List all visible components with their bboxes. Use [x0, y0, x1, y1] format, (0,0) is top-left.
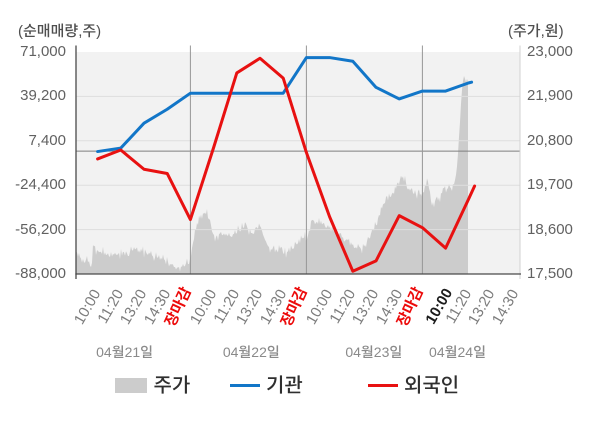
- right-axis-tick-label: 18,600: [527, 220, 573, 238]
- left-axis-tick-label: 39,200: [20, 87, 66, 105]
- legend-line-swatch: [230, 384, 260, 388]
- left-axis-tick-label: -56,200: [15, 220, 66, 238]
- left-axis-tick-label: -24,400: [15, 176, 66, 194]
- legend-label: 기관: [266, 375, 303, 397]
- legend-area-swatch: [114, 378, 147, 393]
- right-axis-title: (주가,원): [508, 23, 564, 40]
- x-axis-date-label: 04월22일: [222, 344, 280, 360]
- left-axis-tick-label: 71,000: [20, 43, 66, 60]
- x-axis-date-label: 04월24일: [429, 344, 486, 360]
- right-axis-tick-label: 19,700: [527, 176, 573, 194]
- right-axis-tick-label: 21,900: [527, 87, 573, 105]
- left-axis-tick-label: -88,000: [15, 265, 66, 282]
- foreigner-line-series: [96, 56, 477, 273]
- institution-line-series: [96, 56, 474, 154]
- right-axis-tick-label: 23,000: [527, 43, 573, 60]
- legend-line-swatch: [368, 384, 398, 388]
- x-axis-date-label: 04월21일: [96, 344, 154, 360]
- legend-label: 주가: [153, 375, 191, 397]
- left-axis-title: (순매매량,주): [18, 23, 102, 40]
- legend-label: 외국인: [404, 375, 460, 397]
- x-axis-date-label: 04월23일: [345, 344, 403, 360]
- left-axis-tick-label: 7,400: [28, 131, 66, 149]
- right-axis-tick-label: 20,800: [527, 131, 573, 149]
- right-axis-tick-label: 17,500: [527, 265, 573, 282]
- price-area-series: [76, 76, 468, 275]
